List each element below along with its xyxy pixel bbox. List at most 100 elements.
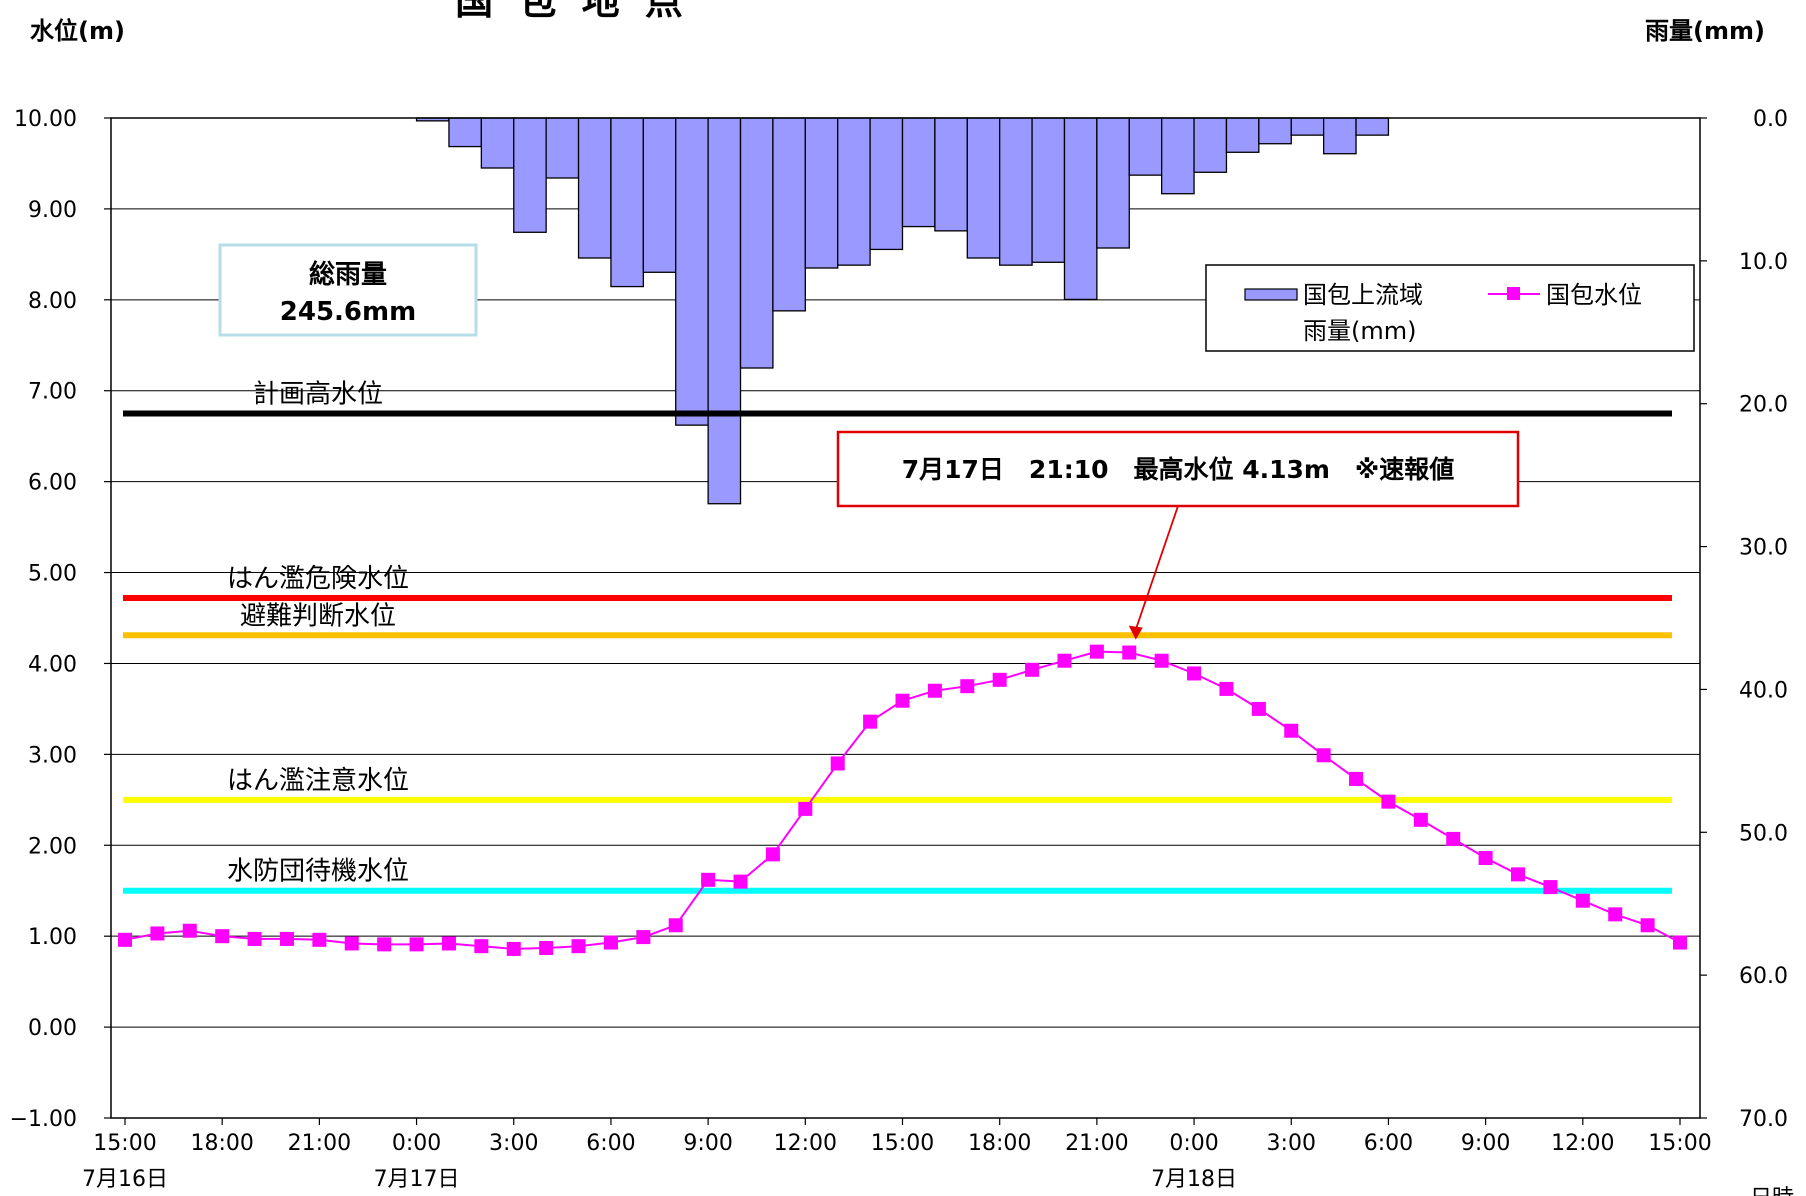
water-level-point [863,714,878,729]
water-level-point [312,932,327,947]
rainfall-bar [804,117,839,269]
reference-line-label: 計画高水位 [253,379,383,409]
water-level-point [1025,662,1040,677]
rainfall-bar [480,117,515,169]
left-tick-label: 6.00 [28,471,77,496]
water-level-point [1089,644,1104,659]
x-tick-time-label: 21:00 [288,1131,351,1156]
peak-annotation: 7月17日 21:10 最高水位 4.13m ※速報値 [836,430,1520,640]
x-tick-time-label: 0:00 [392,1131,441,1156]
rainfall-bar [545,117,580,179]
legend-rainfall-swatch [1244,288,1298,301]
rainfall-bar [1063,117,1098,301]
x-tick-date-label: 7月17日 [374,1167,460,1192]
total-rainfall-box: 総雨量 245.6mm [218,243,478,337]
x-tick-time-label: 9:00 [1461,1131,1510,1156]
right-tick-label: 10.0 [1739,250,1788,275]
peak-annotation-text: 7月17日 21:10 最高水位 4.13m ※速報値 [902,455,1455,484]
left-tick-label: 2.00 [28,834,77,859]
legend-rainfall-line: 雨量(mm) [1303,317,1416,345]
water-level-point [992,672,1007,687]
rainfall-bar [1355,117,1390,136]
right-axis-label: 雨量(mm) [1645,17,1765,45]
x-axis-label: 日時 [1750,1186,1794,1196]
reference-line-label: はん濫注意水位 [227,766,409,796]
water-level-point [1187,666,1202,681]
left-tick-label: 3.00 [28,743,77,768]
rainfall-bar [1225,117,1260,153]
water-level-point [409,937,424,952]
water-level-point [506,941,521,956]
left-tick-label: 0.00 [28,1016,77,1041]
water-level-point [1413,812,1428,827]
right-tick-label: 70.0 [1739,1107,1788,1132]
water-level-point [830,756,845,771]
rainfall-bar [1031,117,1066,263]
left-tick-label: 10.00 [14,107,77,132]
water-level-line [118,644,1687,956]
rainfall-bar [1161,117,1195,195]
water-level-point [571,939,586,954]
rainfall-bar [934,117,968,232]
x-tick-time-label: 3:00 [489,1131,538,1156]
rainfall-bar [1322,117,1357,155]
water-level-point [1446,831,1461,846]
reference-line-label: 避難判断水位 [240,601,396,631]
x-tick-time-label: 6:00 [1364,1131,1413,1156]
water-level-point [1673,935,1687,950]
left-tick-label: 4.00 [28,652,77,677]
right-axis-ticks: 0.0 10.0 20.0 30.0 40.0 50.0 60.0 70.0 [1700,107,1788,1132]
water-level-point [668,918,683,933]
water-level-point [441,936,456,951]
rainfall-bar [739,117,774,369]
rainfall-bar [901,117,936,228]
water-level-point [636,930,651,945]
rainfall-bars [415,117,1390,505]
water-level-point [798,801,813,816]
water-level-point [1284,723,1299,738]
left-tick-label: 8.00 [28,289,77,314]
left-tick-label: 5.00 [28,562,77,587]
right-tick-label: 20.0 [1739,393,1788,418]
total-rainfall-label: 総雨量 [309,259,387,290]
water-level-point [1122,645,1137,660]
water-level-point [182,923,197,938]
water-level-point [1251,701,1266,716]
water-level-point [1511,867,1526,882]
x-tick-time-label: 6:00 [586,1131,635,1156]
water-level-point [927,683,942,698]
x-tick-time-label: 12:00 [1551,1131,1614,1156]
peak-annotation-box [836,430,1520,508]
x-tick-time-label: 0:00 [1169,1131,1218,1156]
legend-level-marker [1507,287,1520,300]
water-level-point [1219,681,1234,696]
legend: 国包上流域雨量(mm) 国包水位 [1205,264,1695,352]
rainfall-bar [1096,117,1130,249]
x-tick-time-label: 18:00 [968,1131,1031,1156]
x-tick-time-label: 9:00 [683,1131,732,1156]
x-tick-date-label: 7月16日 [82,1167,168,1192]
x-tick-time-label: 21:00 [1065,1131,1128,1156]
peak-arrow-head [1128,625,1143,640]
rainfall-bar [1290,117,1325,136]
x-tick-time-label: 18:00 [190,1131,253,1156]
water-level-point [150,926,165,941]
left-tick-label: −1.00 [10,1107,77,1132]
water-level-point [603,935,618,950]
water-level-point [474,939,489,954]
x-tick-time-label: 15:00 [1648,1131,1711,1156]
rainfall-bar [837,117,871,266]
x-axis-ticks: 15:00 7月16日 18:00 21:00 0:00 7月17日 3:00 6:00 9:0… [82,1118,1712,1192]
rainfall-bar [675,117,709,426]
water-level-point [118,932,132,947]
rainfall-bar [772,117,806,312]
reference-line-label: はん濫危険水位 [227,564,409,594]
water-level-point [1640,918,1655,933]
water-level-point [1057,653,1072,668]
right-tick-label: 50.0 [1739,821,1788,846]
water-level-point [1543,880,1558,895]
rainfall-bar [610,117,644,288]
x-tick-time-label: 15:00 [871,1131,934,1156]
rainfall-bar [966,117,1001,259]
